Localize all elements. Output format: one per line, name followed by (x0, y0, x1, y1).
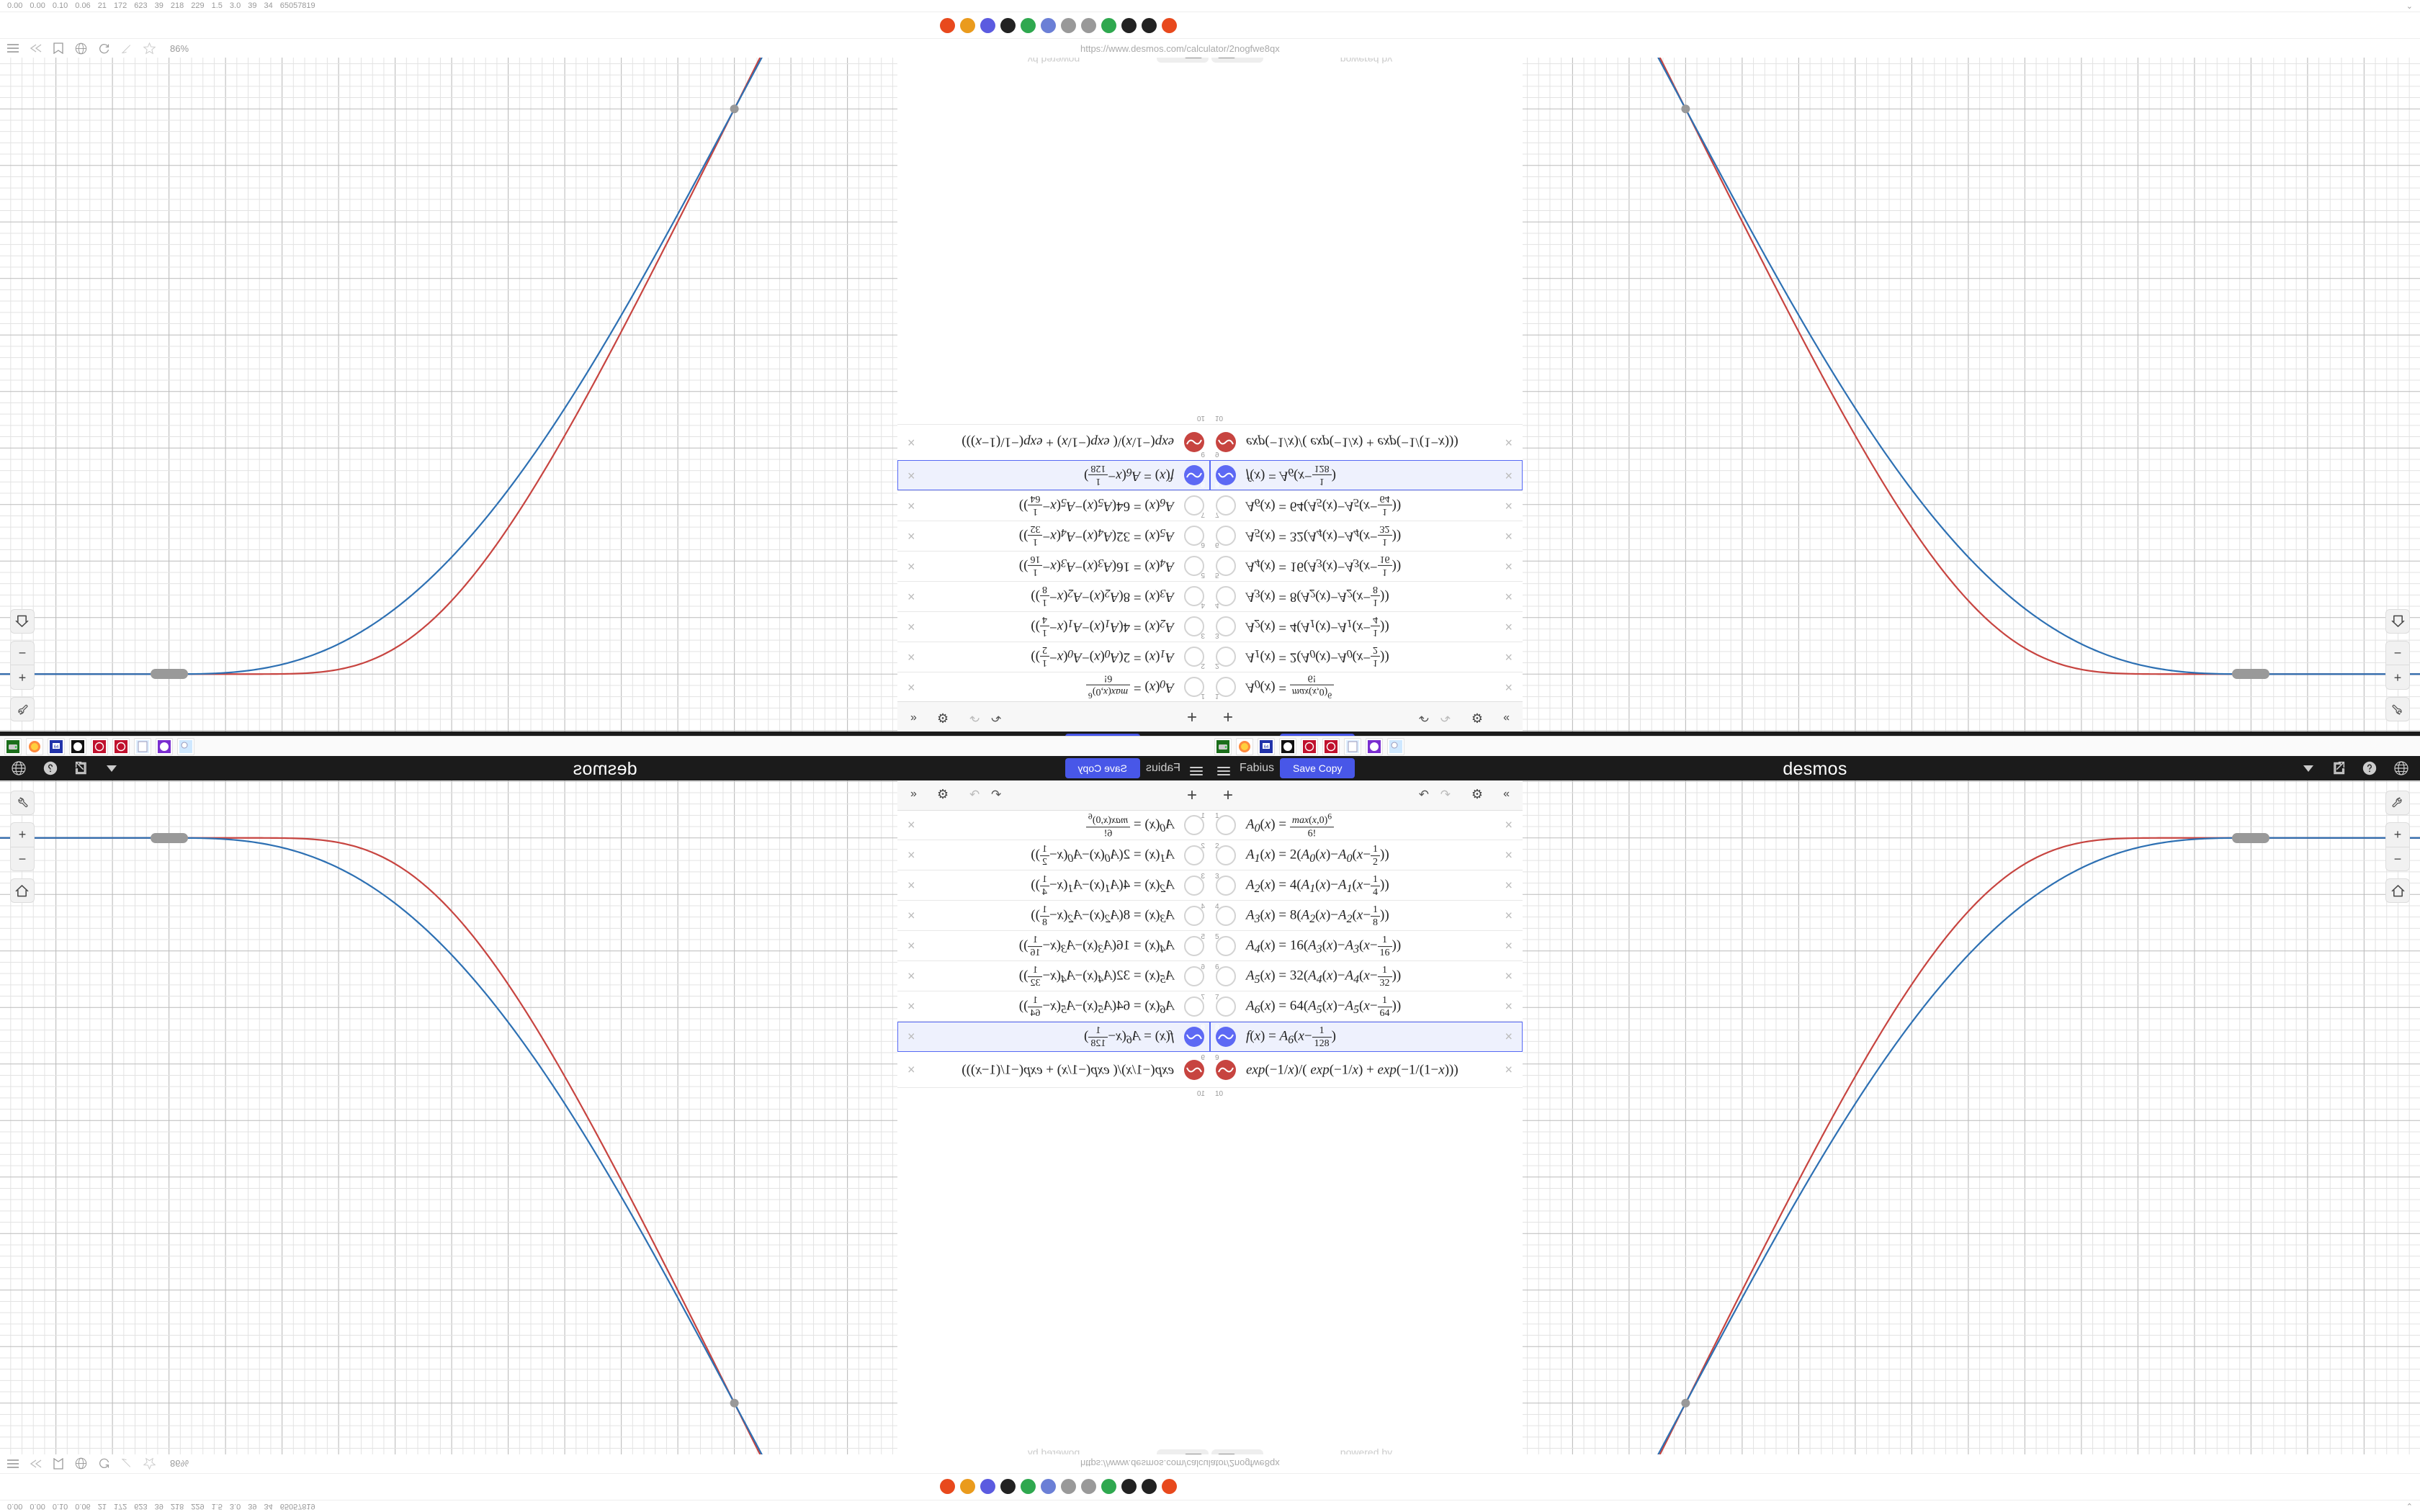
svg-text:64: 64 (54, 745, 59, 750)
svg-text:64: 64 (1264, 745, 1269, 750)
